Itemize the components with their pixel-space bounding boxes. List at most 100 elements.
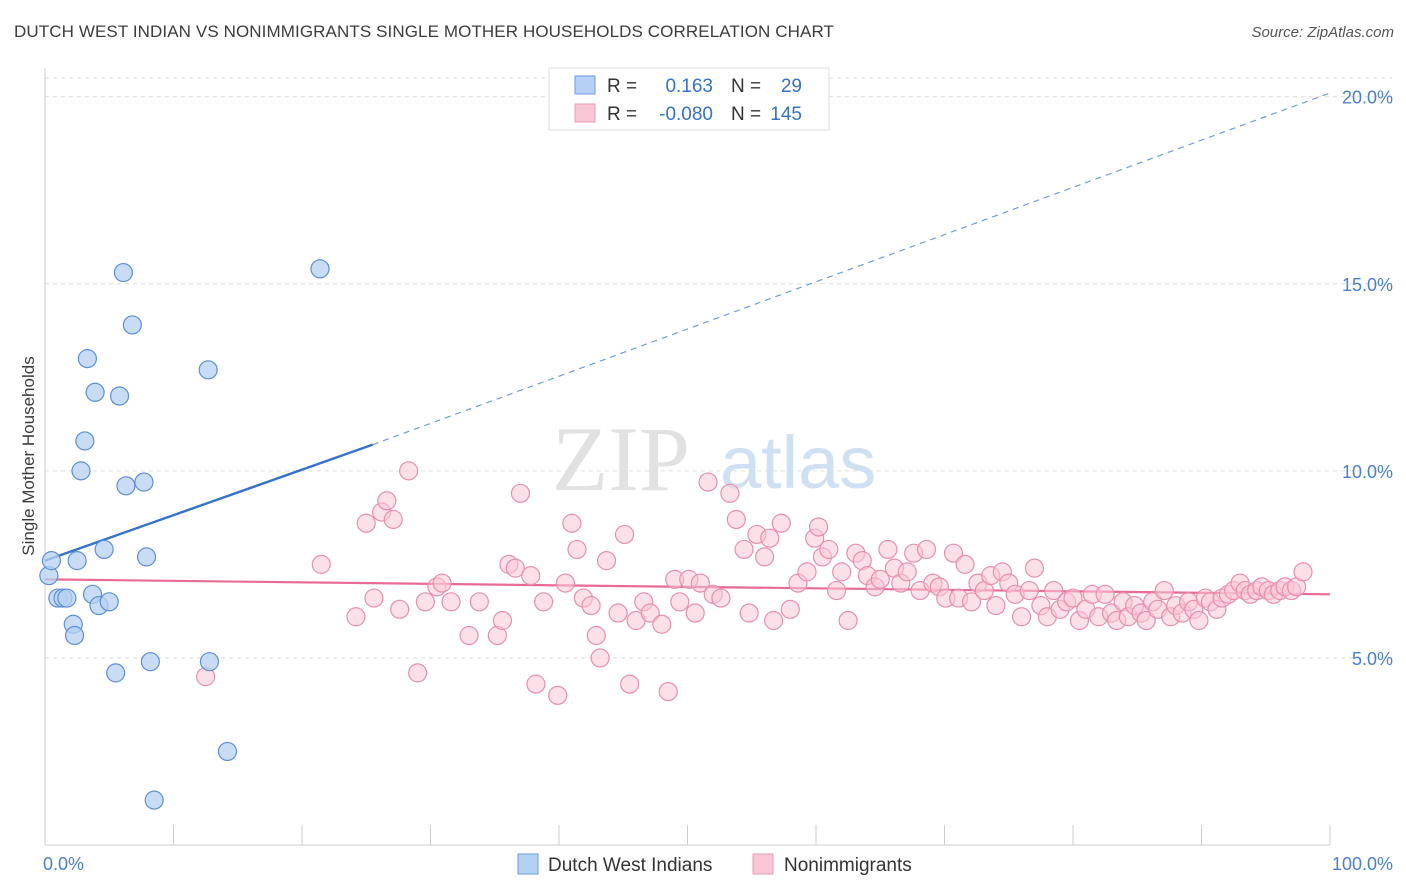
axes bbox=[44, 68, 1331, 846]
point-nonimmigrants bbox=[346, 607, 366, 627]
point-nonimmigrants bbox=[832, 562, 852, 582]
point-nonimmigrants bbox=[658, 681, 678, 702]
point-nonimmigrants bbox=[620, 674, 640, 694]
point-nonimmigrants bbox=[356, 513, 376, 533]
point-nonimmigrants bbox=[521, 566, 541, 586]
point-nonimmigrants bbox=[780, 599, 800, 619]
point-dutch-west-indians bbox=[67, 551, 87, 571]
y-tick-label: 10.0% bbox=[1342, 462, 1393, 482]
point-nonimmigrants bbox=[734, 539, 754, 560]
point-nonimmigrants bbox=[1293, 562, 1313, 582]
stats-n-value: 29 bbox=[781, 76, 802, 97]
point-nonimmigrants bbox=[726, 509, 746, 530]
point-nonimmigrants bbox=[548, 685, 568, 705]
point-nonimmigrants bbox=[640, 603, 660, 623]
point-dutch-west-indians bbox=[140, 652, 160, 672]
point-nonimmigrants bbox=[614, 524, 635, 545]
point-nonimmigrants bbox=[441, 592, 461, 612]
point-nonimmigrants bbox=[408, 663, 428, 683]
point-nonimmigrants bbox=[739, 603, 759, 623]
point-nonimmigrants bbox=[690, 573, 710, 593]
point-nonimmigrants bbox=[1011, 607, 1032, 627]
y-tick-label: 20.0% bbox=[1342, 88, 1393, 108]
point-nonimmigrants bbox=[586, 625, 606, 646]
point-dutch-west-indians bbox=[122, 315, 142, 335]
tick-labels: 5.0% 10.0% 15.0% 20.0% 0.0% 100.0% bbox=[43, 88, 1393, 874]
point-nonimmigrants bbox=[383, 509, 403, 530]
point-dutch-west-indians bbox=[198, 360, 218, 380]
point-nonimmigrants bbox=[986, 595, 1006, 616]
point-dutch-west-indians bbox=[77, 349, 98, 369]
point-nonimmigrants bbox=[1019, 580, 1039, 601]
point-nonimmigrants bbox=[878, 539, 898, 560]
point-nonimmigrants bbox=[377, 491, 397, 511]
point-nonimmigrants bbox=[1136, 610, 1156, 631]
point-nonimmigrants bbox=[581, 595, 601, 616]
point-nonimmigrants bbox=[311, 554, 331, 574]
point-nonimmigrants bbox=[510, 483, 531, 503]
point-nonimmigrants bbox=[390, 599, 410, 619]
point-nonimmigrants bbox=[415, 592, 435, 612]
stats-box: R = 0.163 N = 29 R = -0.080 N = 145 bbox=[548, 67, 830, 131]
stats-r-value: -0.080 bbox=[659, 104, 713, 125]
point-nonimmigrants bbox=[826, 580, 847, 601]
point-nonimmigrants bbox=[685, 603, 705, 623]
x-tick-label: 100.0% bbox=[1332, 854, 1393, 874]
point-nonimmigrants bbox=[943, 543, 964, 563]
point-nonimmigrants bbox=[1024, 558, 1045, 578]
point-dutch-west-indians bbox=[113, 262, 133, 283]
point-dutch-west-indians bbox=[94, 539, 114, 560]
point-dutch-west-indians bbox=[75, 431, 95, 451]
point-nonimmigrants bbox=[596, 551, 617, 571]
point-dutch-west-indians bbox=[85, 382, 105, 402]
grid-lines bbox=[45, 77, 1392, 659]
legend-swatch-pink bbox=[752, 853, 774, 875]
point-nonimmigrants bbox=[760, 528, 780, 548]
point-nonimmigrants bbox=[1189, 610, 1209, 631]
watermark-atlas: atlas bbox=[720, 421, 876, 504]
point-nonimmigrants bbox=[771, 513, 791, 533]
point-nonimmigrants bbox=[870, 569, 890, 589]
legend-label: Nonimmigrants bbox=[784, 855, 912, 876]
point-nonimmigrants bbox=[399, 461, 419, 481]
watermark-zip: ZIP bbox=[552, 408, 690, 510]
point-nonimmigrants bbox=[505, 558, 525, 578]
point-nonimmigrants bbox=[1095, 584, 1115, 604]
y-axis-title: Single Mother Households bbox=[19, 356, 38, 555]
point-dutch-west-indians bbox=[106, 663, 126, 683]
point-nonimmigrants bbox=[819, 539, 839, 560]
point-dutch-west-indians bbox=[57, 588, 77, 608]
point-nonimmigrants bbox=[469, 592, 489, 612]
point-nonimmigrants bbox=[698, 472, 718, 492]
point-nonimmigrants bbox=[652, 614, 672, 634]
point-dutch-west-indians bbox=[310, 259, 330, 279]
point-nonimmigrants bbox=[492, 610, 513, 631]
x-tick-label: 0.0% bbox=[43, 854, 84, 874]
point-dutch-west-indians bbox=[134, 472, 154, 492]
point-dutch-west-indians bbox=[217, 741, 238, 762]
point-nonimmigrants bbox=[916, 539, 937, 560]
point-nonimmigrants bbox=[533, 592, 554, 612]
point-nonimmigrants bbox=[720, 483, 740, 503]
point-nonimmigrants bbox=[1044, 580, 1064, 601]
point-dutch-west-indians bbox=[144, 790, 164, 810]
point-nonimmigrants bbox=[797, 562, 817, 582]
stats-r-label: R = bbox=[607, 76, 637, 97]
chart-title: DUTCH WEST INDIAN VS NONIMMIGRANTS SINGL… bbox=[14, 22, 834, 41]
point-dutch-west-indians bbox=[109, 386, 130, 406]
data-points bbox=[39, 259, 1313, 810]
legend: Dutch West Indians Nonimmigrants bbox=[517, 853, 912, 876]
stats-swatch-pink bbox=[574, 103, 596, 123]
stats-r-value: 0.163 bbox=[665, 76, 713, 97]
stats-n-label: N = bbox=[731, 104, 761, 125]
point-nonimmigrants bbox=[711, 588, 731, 608]
point-nonimmigrants bbox=[590, 648, 610, 668]
point-dutch-west-indians bbox=[41, 551, 62, 571]
point-nonimmigrants bbox=[955, 554, 975, 574]
point-dutch-west-indians bbox=[99, 592, 119, 612]
point-dutch-west-indians bbox=[199, 652, 220, 672]
trend-line-dutch-west-indians-extension bbox=[372, 92, 1331, 446]
point-dutch-west-indians bbox=[71, 461, 91, 481]
point-nonimmigrants bbox=[562, 513, 582, 533]
